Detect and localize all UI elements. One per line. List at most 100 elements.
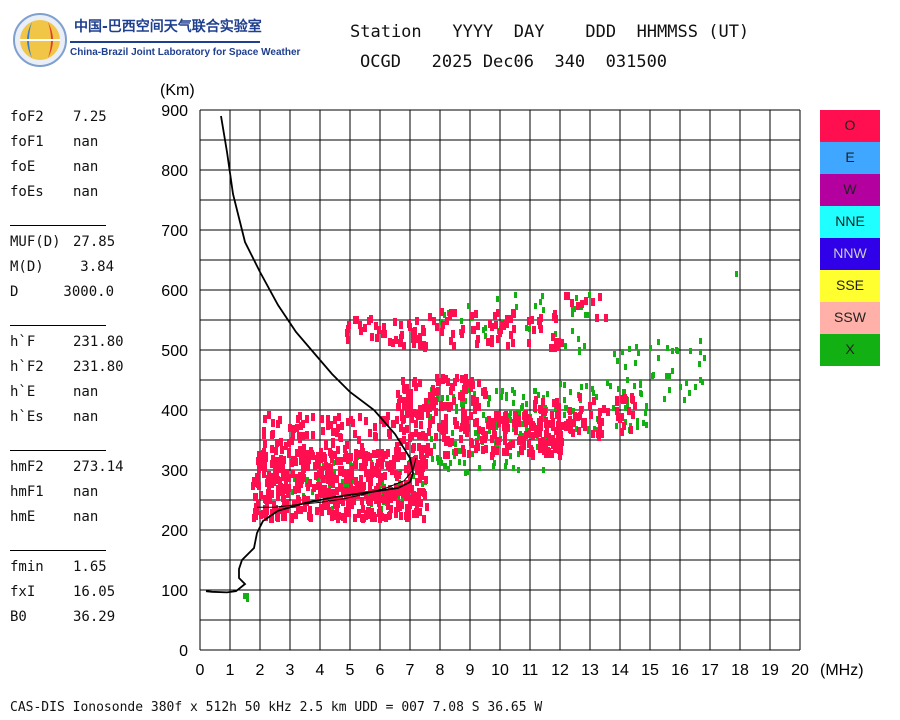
data-point-o — [494, 321, 498, 329]
data-point-o — [299, 506, 303, 514]
data-point-x — [517, 467, 520, 473]
param-name-8: h`F2 — [10, 359, 44, 375]
param-value-7: 231.80 — [73, 334, 124, 350]
data-point-o — [550, 411, 554, 419]
data-point-o — [327, 465, 331, 473]
x-tick-label: 16 — [671, 662, 689, 679]
data-point-x — [668, 387, 671, 393]
data-point-x — [505, 392, 508, 398]
data-point-o — [357, 510, 361, 518]
data-point-o — [481, 388, 485, 396]
data-point-x — [546, 391, 549, 397]
data-point-o — [557, 403, 561, 411]
data-point-o — [375, 334, 379, 342]
param-name-16: B0 — [10, 609, 27, 625]
data-point-o — [470, 440, 474, 448]
data-point-o — [263, 440, 267, 448]
data-point-x — [421, 481, 424, 487]
data-point-x — [571, 311, 574, 317]
data-point-o — [405, 425, 409, 433]
data-point-o — [263, 495, 267, 503]
data-point-x — [428, 399, 431, 405]
param-value-9: nan — [73, 384, 99, 400]
data-point-o — [633, 402, 637, 410]
data-point-o — [346, 336, 350, 344]
data-point-x — [306, 477, 309, 483]
y-tick-label: 600 — [161, 283, 188, 300]
data-point-o — [449, 337, 453, 345]
data-point-o — [373, 423, 377, 431]
param-separator — [10, 450, 106, 451]
data-point-o — [270, 445, 274, 453]
data-point-o — [417, 443, 421, 451]
data-point-o — [555, 398, 559, 406]
data-point-x — [505, 459, 508, 465]
param-name-12: hmF1 — [10, 484, 44, 500]
data-point-x — [464, 398, 467, 404]
data-point-o — [484, 391, 488, 399]
data-point-x — [565, 405, 568, 411]
data-point-o — [326, 476, 330, 484]
data-point-o — [372, 450, 376, 458]
data-point-o — [301, 467, 305, 475]
x-tick-label: 2 — [256, 662, 265, 679]
data-point-o — [407, 320, 411, 328]
data-point-o — [376, 483, 380, 491]
data-point-x — [293, 476, 296, 482]
data-point-o — [376, 470, 380, 478]
data-point-o — [370, 462, 374, 470]
data-point-x — [613, 351, 616, 357]
data-point-o — [448, 312, 452, 320]
data-point-o — [303, 504, 307, 512]
data-point-x — [496, 296, 499, 302]
data-point-o — [335, 506, 339, 514]
data-point-o — [363, 463, 367, 471]
data-point-o — [410, 415, 414, 423]
data-point-o — [422, 445, 426, 453]
data-point-o — [262, 463, 266, 471]
data-point-o — [424, 398, 428, 406]
data-point-o — [259, 511, 263, 519]
data-point-o — [377, 491, 381, 499]
data-point-x — [676, 348, 679, 354]
data-point-x — [455, 404, 458, 410]
data-point-o — [400, 501, 404, 509]
data-point-o — [421, 464, 425, 472]
data-point-o — [560, 339, 564, 347]
data-point-o — [324, 442, 328, 450]
data-point-o — [359, 463, 363, 471]
data-point-o — [274, 447, 278, 455]
data-point-o — [316, 482, 320, 490]
data-point-x — [504, 463, 507, 469]
data-point-x — [511, 387, 514, 393]
data-point-o — [476, 443, 480, 451]
data-point-x — [699, 377, 702, 383]
data-point-x — [437, 459, 440, 465]
data-point-o — [506, 424, 510, 432]
data-point-o — [504, 411, 508, 419]
data-point-o — [350, 487, 354, 495]
data-point-o — [286, 490, 290, 498]
data-point-o — [295, 481, 299, 489]
data-point-o — [620, 413, 624, 421]
data-point-x — [351, 478, 354, 484]
data-point-o — [402, 342, 406, 350]
data-point-o — [408, 501, 412, 509]
data-point-o — [444, 418, 448, 426]
data-point-o — [419, 421, 423, 429]
data-point-x — [412, 473, 415, 479]
data-point-o — [390, 489, 394, 497]
data-point-o — [620, 428, 624, 436]
data-point-o — [589, 411, 593, 419]
data-point-o — [598, 293, 602, 301]
data-point-o — [267, 411, 271, 419]
data-point-o — [405, 442, 409, 450]
data-point-o — [538, 438, 542, 446]
data-point-o — [329, 496, 333, 504]
data-point-o — [452, 397, 456, 405]
y-tick-label: 400 — [161, 403, 188, 420]
data-point-o — [549, 344, 553, 352]
data-point-x — [451, 430, 454, 436]
data-point-o — [346, 325, 350, 333]
x-tick-label: 12 — [551, 662, 569, 679]
